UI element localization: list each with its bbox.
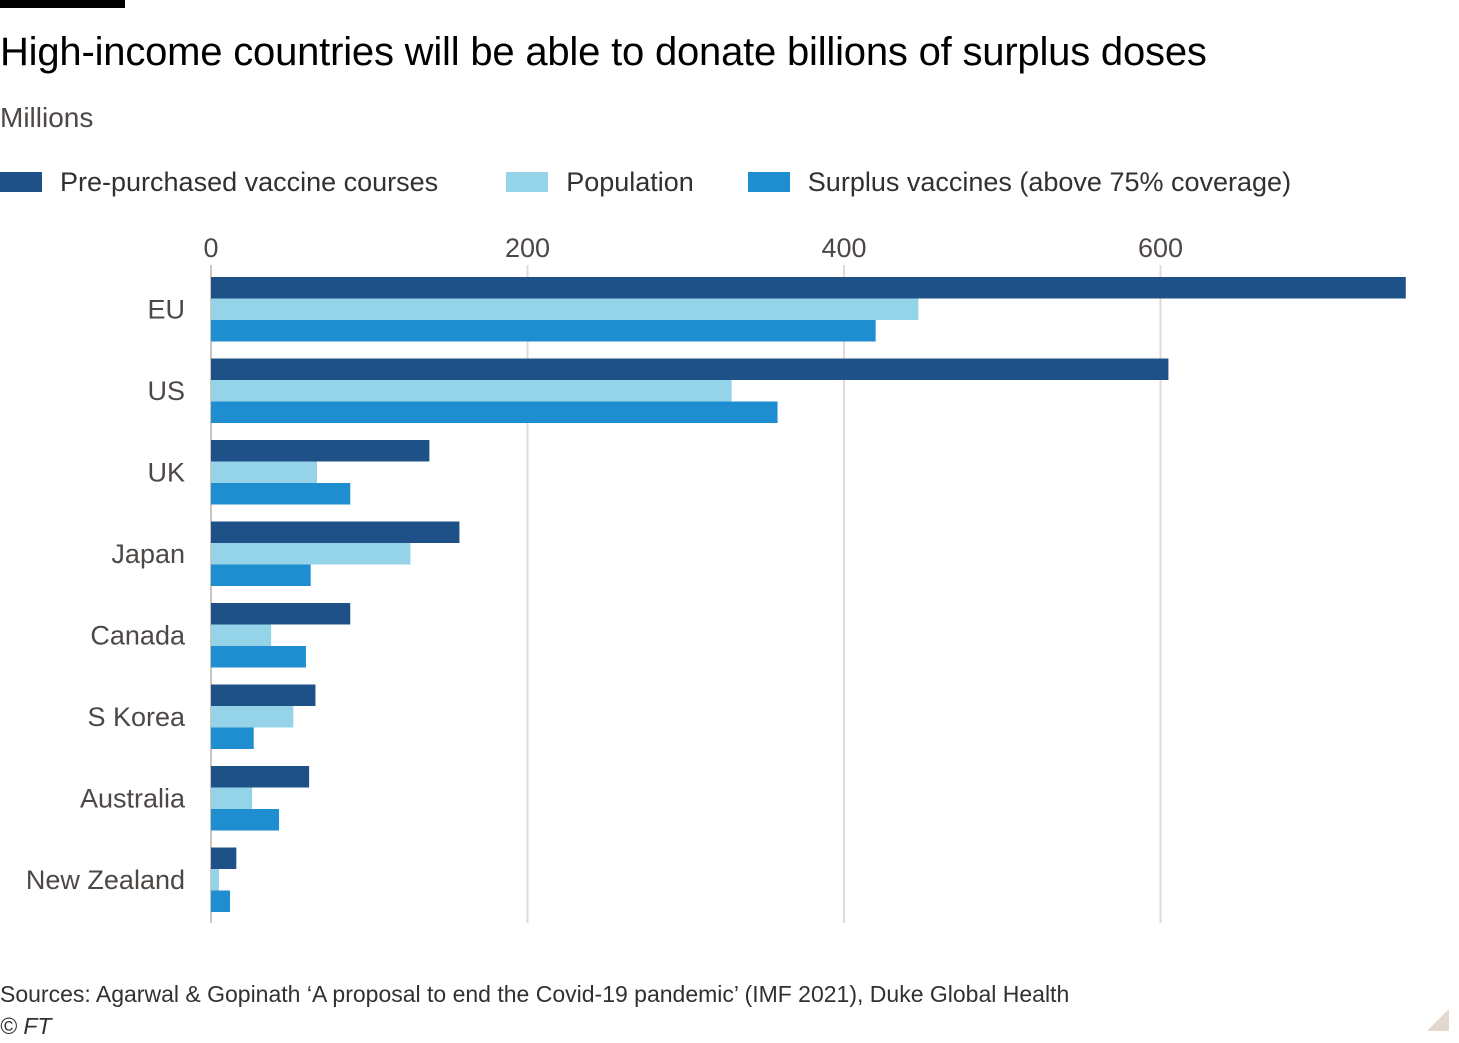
x-tick-label-400: 400	[821, 233, 866, 263]
bar-japan-series-2	[211, 564, 311, 586]
bar-canada-series-2	[211, 646, 306, 668]
bar-us-series-0	[211, 358, 1169, 380]
legend-item-surplus: Surplus vaccines (above 75% coverage)	[747, 166, 1292, 198]
x-tick-label-600: 600	[1138, 233, 1183, 263]
bar-eu-series-1	[211, 298, 919, 320]
bar-uk-series-2	[211, 483, 351, 505]
x-tick-label-200: 200	[505, 233, 550, 263]
bar-canada-series-0	[211, 603, 351, 625]
category-label-eu: EU	[147, 294, 185, 324]
category-label-canada: Canada	[90, 620, 186, 650]
bar-us-series-2	[211, 401, 778, 423]
category-label-japan: Japan	[111, 539, 185, 569]
bar-japan-series-0	[211, 521, 460, 543]
bar-australia-series-2	[211, 809, 280, 831]
bar-eu-series-0	[211, 277, 1406, 299]
corner-mark	[1427, 1009, 1449, 1031]
category-label-us: US	[147, 376, 185, 406]
source-note: Sources: Agarwal & Gopinath ‘A proposal …	[0, 981, 1070, 1007]
bar-australia-series-1	[211, 787, 253, 809]
legend-item-population: Population	[506, 167, 694, 198]
legend-label-surplus: Surplus vaccines (above 75% coverage)	[807, 166, 1292, 197]
bar-australia-series-0	[211, 766, 310, 788]
category-label-s-korea: S Korea	[87, 702, 186, 732]
legend-label-prepurchased: Pre-purchased vaccine courses	[60, 166, 439, 197]
bar-s-korea-series-1	[211, 706, 294, 728]
bar-uk-series-1	[211, 461, 318, 483]
chart-subtitle: Millions	[0, 102, 94, 133]
brand-bar	[0, 0, 125, 8]
bar-japan-series-1	[211, 543, 411, 565]
legend-label-population: Population	[566, 166, 694, 197]
bar-new-zealand-series-2	[211, 890, 230, 912]
bar-s-korea-series-0	[211, 684, 316, 706]
chart-title: High-income countries will be able to do…	[0, 30, 1207, 74]
legend-swatch-prepurchased	[0, 172, 42, 192]
legend: Pre-purchased vaccine courses Population…	[0, 162, 1291, 202]
credit: © FT	[0, 1013, 52, 1039]
bar-canada-series-1	[211, 624, 272, 646]
legend-item-prepurchased: Pre-purchased vaccine courses	[0, 167, 438, 198]
bar-chart: 0 200 400 600 EU US UK Japan Canada S Korea Austra…	[26, 233, 1406, 923]
legend-swatch-surplus	[747, 172, 790, 192]
bar-new-zealand-series-0	[211, 847, 237, 869]
bar-s-korea-series-2	[211, 727, 254, 749]
bar-eu-series-2	[211, 320, 876, 342]
bar-uk-series-0	[211, 440, 430, 462]
category-label-australia: Australia	[80, 783, 186, 813]
category-label-uk: UK	[147, 457, 185, 487]
bar-new-zealand-series-1	[211, 869, 219, 891]
category-label-new-zealand: New Zealand	[26, 865, 185, 895]
x-tick-label-0: 0	[203, 233, 218, 263]
legend-swatch-population	[506, 172, 549, 192]
bar-us-series-1	[211, 380, 732, 402]
